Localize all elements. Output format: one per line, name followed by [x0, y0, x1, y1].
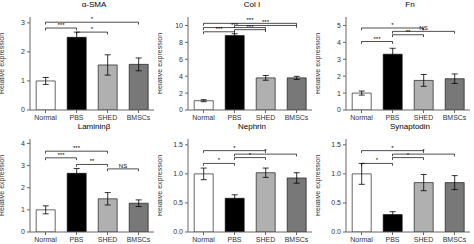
- svg-text:***: ***: [231, 22, 239, 28]
- svg-text:***: ***: [57, 152, 65, 158]
- svg-text:0.0: 0.0: [331, 228, 341, 235]
- svg-text:0: 0: [21, 228, 25, 235]
- svg-text:Relative expression: Relative expression: [316, 155, 322, 216]
- html-text:Lamininβ: Lamininβ: [77, 122, 111, 131]
- svg-text:3: 3: [21, 162, 25, 169]
- svg-text:*: *: [91, 16, 94, 22]
- svg-text:***: ***: [73, 145, 81, 151]
- svg-text:1: 1: [21, 206, 25, 213]
- svg-text:Relative expression: Relative expression: [158, 155, 164, 216]
- svg-text:*: *: [407, 152, 410, 158]
- svg-text:4: 4: [337, 39, 341, 46]
- svg-text:1.5: 1.5: [331, 141, 341, 148]
- html-text:Fn: Fn: [405, 0, 415, 9]
- svg-text:SHED: SHED: [414, 114, 433, 121]
- html-text:Synaptodin: Synaptodin: [390, 122, 430, 131]
- svg-text:1.5: 1.5: [173, 141, 183, 148]
- svg-text:5: 5: [337, 22, 341, 29]
- svg-text:1: 1: [337, 90, 341, 97]
- svg-text:BMSCs: BMSCs: [443, 236, 466, 243]
- svg-text:0: 0: [337, 106, 341, 113]
- svg-text:*: *: [422, 148, 425, 154]
- svg-text:SHED: SHED: [256, 236, 275, 243]
- svg-text:Normal: Normal: [350, 114, 373, 121]
- svg-text:Relative expression: Relative expression: [316, 33, 322, 94]
- svg-text:2: 2: [21, 184, 25, 191]
- svg-text:NS: NS: [419, 25, 427, 31]
- svg-text:*: *: [391, 145, 394, 151]
- html-text:α-SMA: α-SMA: [81, 0, 107, 9]
- svg-text:PBS: PBS: [227, 114, 241, 121]
- svg-text:BMSCs: BMSCs: [127, 114, 151, 121]
- svg-text:*: *: [376, 157, 379, 163]
- svg-text:***: ***: [57, 22, 65, 28]
- html-text:Nephrin: Nephrin: [238, 122, 266, 131]
- svg-text:0.5: 0.5: [173, 199, 183, 206]
- svg-text:0: 0: [21, 106, 25, 113]
- svg-text:0.5: 0.5: [331, 199, 341, 206]
- svg-text:*: *: [91, 26, 94, 32]
- svg-text:1.0: 1.0: [173, 170, 183, 177]
- svg-text:Normal: Normal: [34, 114, 57, 121]
- svg-text:PBS: PBS: [227, 236, 241, 243]
- svg-text:PBS: PBS: [385, 236, 399, 243]
- svg-text:Normal: Normal: [192, 236, 215, 243]
- svg-text:*: *: [233, 145, 236, 151]
- svg-text:BMSCs: BMSCs: [443, 114, 466, 121]
- svg-text:Normal: Normal: [34, 236, 57, 243]
- svg-text:**: **: [90, 158, 95, 164]
- svg-text:Normal: Normal: [350, 236, 373, 243]
- svg-text:***: ***: [246, 24, 254, 30]
- svg-text:BMSCs: BMSCs: [285, 114, 309, 121]
- svg-text:SHED: SHED: [98, 114, 117, 121]
- svg-text:SHED: SHED: [98, 236, 117, 243]
- svg-text:SHED: SHED: [256, 114, 275, 121]
- svg-text:Normal: Normal: [192, 114, 215, 121]
- svg-text:2: 2: [21, 48, 25, 55]
- svg-text:BMSCs: BMSCs: [127, 236, 151, 243]
- svg-text:6: 6: [179, 56, 183, 63]
- svg-text:NS: NS: [119, 163, 127, 169]
- svg-text:*: *: [391, 22, 394, 28]
- svg-text:SHED: SHED: [414, 236, 433, 243]
- svg-text:3: 3: [337, 56, 341, 63]
- html-text:Col I: Col I: [243, 0, 261, 9]
- svg-text:1.0: 1.0: [331, 170, 341, 177]
- svg-text:*: *: [218, 157, 221, 163]
- svg-text:PBS: PBS: [69, 236, 83, 243]
- svg-text:PBS: PBS: [69, 114, 83, 121]
- svg-text:8: 8: [179, 39, 183, 46]
- svg-text:2: 2: [337, 73, 341, 80]
- svg-text:BMSCs: BMSCs: [285, 236, 309, 243]
- svg-text:1: 1: [21, 77, 25, 84]
- svg-text:***: ***: [246, 17, 254, 23]
- svg-text:Relative expression: Relative expression: [158, 33, 164, 94]
- svg-text:2: 2: [179, 90, 183, 97]
- svg-text:**: **: [406, 29, 411, 35]
- svg-text:***: ***: [373, 36, 381, 42]
- svg-text:4: 4: [179, 73, 183, 80]
- svg-text:3: 3: [21, 19, 25, 26]
- svg-text:0: 0: [179, 106, 183, 113]
- svg-text:10: 10: [175, 22, 183, 29]
- svg-text:PBS: PBS: [385, 114, 399, 121]
- svg-text:*: *: [264, 148, 267, 154]
- svg-text:***: ***: [215, 26, 223, 32]
- svg-text:0.0: 0.0: [173, 228, 183, 235]
- svg-text:***: ***: [262, 19, 270, 25]
- svg-text:*: *: [249, 152, 252, 158]
- svg-text:4: 4: [21, 140, 25, 147]
